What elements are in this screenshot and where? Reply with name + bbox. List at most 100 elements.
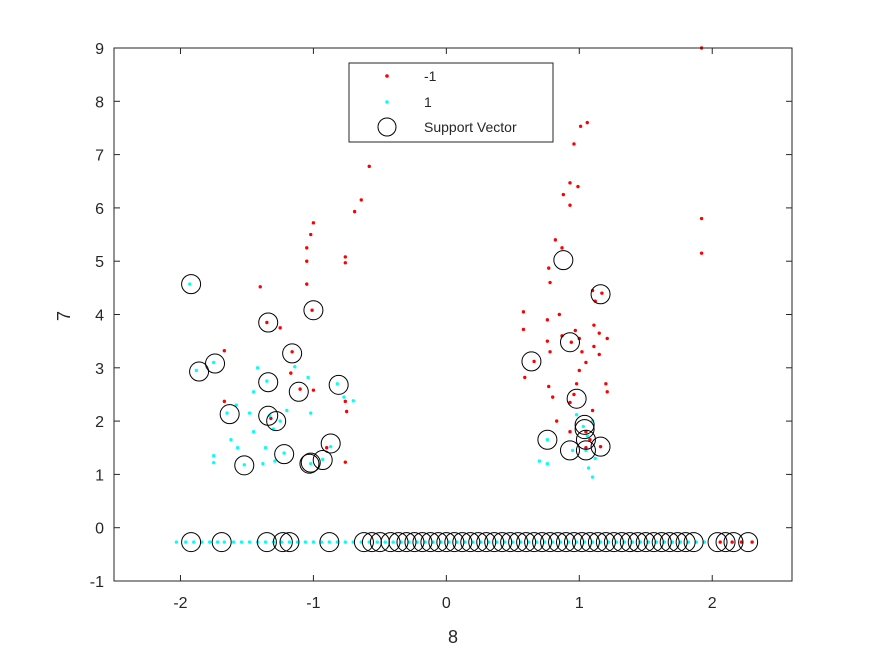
point-neg bbox=[699, 216, 704, 221]
support-vector-circle bbox=[574, 419, 595, 440]
legend: -1 1 Support Vector bbox=[348, 62, 554, 143]
support-vector-circle bbox=[328, 374, 349, 395]
point-neg bbox=[547, 266, 551, 270]
support-vector-circle bbox=[353, 532, 374, 553]
support-vector-circle bbox=[575, 440, 596, 461]
legend-box bbox=[348, 62, 554, 143]
point-neg bbox=[343, 399, 348, 404]
support-vector-circle bbox=[319, 532, 340, 553]
point-pos bbox=[174, 540, 179, 544]
point-neg bbox=[311, 388, 316, 392]
point-neg bbox=[577, 368, 581, 373]
support-vector-circle bbox=[516, 532, 537, 553]
support-vector-circle bbox=[428, 532, 449, 553]
support-vector-circle bbox=[566, 388, 587, 409]
point-pos bbox=[545, 462, 550, 466]
support-vector-circle bbox=[492, 532, 513, 553]
point-pos bbox=[327, 540, 332, 544]
point-pos bbox=[263, 540, 268, 544]
x-tick-label: -1 bbox=[306, 595, 320, 612]
point-neg bbox=[269, 416, 273, 421]
point-neg bbox=[568, 400, 572, 405]
point-neg bbox=[560, 246, 564, 250]
support-vector-circle bbox=[181, 274, 202, 295]
point-neg bbox=[739, 540, 744, 544]
support-vector-circle bbox=[468, 532, 489, 553]
point-pos bbox=[309, 462, 313, 466]
support-vector-circle bbox=[548, 532, 569, 553]
support-vector-circle bbox=[266, 411, 287, 432]
point-neg bbox=[605, 390, 609, 394]
point-neg bbox=[699, 251, 704, 255]
point-pos bbox=[212, 360, 216, 365]
point-neg bbox=[588, 438, 592, 442]
support-vector-circle bbox=[707, 532, 728, 553]
point-pos bbox=[295, 540, 300, 544]
point-neg bbox=[258, 285, 262, 289]
y-tick-label: 1 bbox=[95, 467, 104, 484]
x-tick-label: 0 bbox=[442, 595, 451, 612]
point-pos bbox=[282, 451, 286, 455]
point-neg bbox=[352, 209, 357, 214]
point-pos bbox=[328, 444, 333, 449]
legend-label-sv: Support Vector bbox=[424, 119, 517, 135]
support-vector-circle bbox=[436, 532, 457, 553]
point-pos bbox=[311, 540, 316, 544]
support-vector-circle bbox=[521, 351, 542, 372]
point-pos bbox=[273, 459, 277, 463]
point-neg bbox=[580, 350, 584, 354]
support-vector-circle bbox=[524, 532, 545, 553]
point-pos bbox=[234, 403, 239, 407]
point-neg bbox=[521, 327, 526, 332]
point-pos bbox=[251, 430, 256, 434]
point-neg bbox=[521, 310, 526, 314]
point-neg bbox=[548, 280, 552, 285]
support-vector-circle bbox=[420, 532, 441, 553]
support-vector-circle bbox=[537, 429, 558, 450]
point-neg bbox=[597, 352, 601, 357]
point-neg bbox=[576, 184, 580, 189]
point-neg bbox=[750, 540, 754, 544]
point-pos bbox=[321, 457, 325, 462]
support-vector-circle bbox=[500, 532, 521, 553]
y-tick-label: -1 bbox=[90, 574, 104, 591]
support-vector-circle bbox=[288, 381, 309, 402]
y-tick-label: 6 bbox=[95, 201, 104, 218]
support-vector-circle bbox=[299, 453, 320, 474]
point-neg bbox=[222, 349, 227, 353]
support-vector-circle bbox=[715, 532, 736, 553]
support-vector-circle bbox=[181, 532, 202, 553]
y-tick-label: 7 bbox=[95, 148, 104, 165]
point-neg bbox=[343, 261, 348, 265]
point-pos bbox=[343, 540, 348, 544]
point-pos bbox=[590, 475, 595, 479]
point-pos bbox=[188, 282, 192, 286]
point-pos bbox=[351, 399, 355, 403]
support-vector-circle bbox=[444, 532, 465, 553]
point-pos bbox=[261, 462, 265, 466]
point-pos bbox=[247, 411, 252, 415]
support-vector-circle bbox=[553, 250, 574, 271]
point-pos bbox=[192, 540, 196, 544]
point-pos bbox=[545, 438, 550, 442]
point-neg bbox=[572, 142, 576, 146]
legend-marker-pos bbox=[385, 100, 389, 104]
point-neg bbox=[343, 460, 348, 464]
point-pos bbox=[225, 411, 229, 415]
point-neg bbox=[344, 409, 349, 414]
point-neg bbox=[605, 336, 609, 341]
point-neg bbox=[604, 382, 608, 386]
point-pos bbox=[537, 459, 542, 463]
point-neg bbox=[572, 392, 576, 397]
point-neg bbox=[597, 331, 601, 335]
point-neg bbox=[600, 291, 604, 295]
support-vector-circle bbox=[484, 532, 505, 553]
point-pos bbox=[593, 456, 597, 461]
point-neg bbox=[298, 387, 302, 391]
point-neg bbox=[598, 444, 603, 449]
point-pos bbox=[391, 540, 395, 544]
point-neg bbox=[553, 238, 558, 242]
point-neg bbox=[557, 312, 562, 317]
support-vector-circle bbox=[659, 532, 680, 553]
support-vector-circle bbox=[579, 532, 600, 553]
